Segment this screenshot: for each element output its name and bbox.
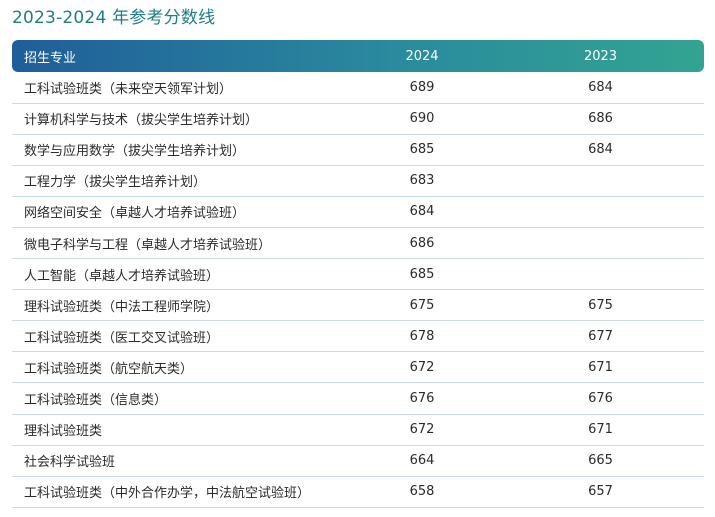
- score-2023-cell: 657: [497, 476, 704, 508]
- score-2024-cell: 685: [347, 134, 497, 166]
- major-cell: 理科试验班类（中法工程师学院）: [12, 289, 347, 322]
- table-row: 计算机科学与技术（拔尖学生培养计划） 690 686: [12, 103, 704, 135]
- score-2024-cell: 675: [347, 289, 497, 322]
- table-row: 工科试验班类（信息类） 676 676: [12, 382, 704, 415]
- score-2023-cell: [497, 196, 704, 228]
- table-row: 工科试验班类（医工交叉试验班） 678 677: [12, 320, 704, 353]
- table-row: 人工智能（卓越人才培养试验班） 685: [12, 258, 704, 291]
- major-cell: 工科试验班类（中外合作办学，中法航空试验班）: [12, 476, 347, 508]
- score-2024-cell: 658: [347, 476, 497, 508]
- score-2024-cell: 689: [347, 72, 497, 104]
- major-cell: 理科试验班类: [12, 414, 347, 446]
- table-header-row: 招生专业 2024 2023: [12, 40, 704, 72]
- score-2024-cell: 672: [347, 414, 497, 446]
- major-cell: 数学与应用数学（拔尖学生培养计划）: [12, 134, 347, 166]
- major-cell: 网络空间安全（卓越人才培养试验班）: [12, 196, 347, 228]
- score-2023-cell: 684: [497, 134, 704, 166]
- major-cell: 人工智能（卓越人才培养试验班）: [12, 258, 347, 291]
- major-cell: 工科试验班类（医工交叉试验班）: [12, 320, 347, 353]
- score-2023-cell: [497, 258, 704, 291]
- score-2023-cell: [497, 227, 704, 260]
- score-table: 招生专业 2024 2023 工科试验班类（未来空天领军计划） 689 684 计算机…: [12, 40, 704, 508]
- score-2024-cell: 676: [347, 382, 497, 415]
- score-2024-cell: 664: [347, 445, 497, 477]
- header-2023: 2023: [583, 48, 618, 64]
- table-row: 社会科学试验班 664 665: [12, 445, 704, 477]
- table-row: 网络空间安全（卓越人才培养试验班） 684: [12, 196, 704, 228]
- major-cell: 计算机科学与技术（拔尖学生培养计划）: [12, 103, 347, 135]
- score-2023-cell: 671: [497, 414, 704, 446]
- table-row: 理科试验班类（中法工程师学院） 675 675: [12, 289, 704, 322]
- table-row: 工科试验班类（未来空天领军计划） 689 684: [12, 72, 704, 104]
- score-2023-cell: 686: [497, 103, 704, 135]
- score-2024-cell: 686: [347, 227, 497, 260]
- table-row: 工程力学（拔尖学生培养计划） 683: [12, 165, 704, 197]
- major-cell: 工科试验班类（航空航天类）: [12, 351, 347, 384]
- table-row: 理科试验班类 672 671: [12, 414, 704, 446]
- table-row: 工科试验班类（中外合作办学，中法航空试验班） 658 657: [12, 476, 704, 508]
- table-row: 数学与应用数学（拔尖学生培养计划） 685 684: [12, 134, 704, 166]
- page-title: 2023-2024 年参考分数线: [12, 8, 216, 28]
- header-2024: 2024: [405, 48, 439, 64]
- score-2023-cell: [497, 165, 704, 197]
- score-2023-cell: 677: [497, 320, 704, 353]
- score-2023-cell: 675: [497, 289, 704, 322]
- score-2024-cell: 685: [347, 258, 497, 291]
- score-2023-cell: 665: [497, 445, 704, 477]
- major-cell: 社会科学试验班: [12, 445, 347, 477]
- score-2023-cell: 676: [497, 382, 704, 415]
- score-2023-cell: 671: [497, 351, 704, 384]
- score-2024-cell: 690: [347, 103, 497, 135]
- score-2024-cell: 678: [347, 320, 497, 353]
- header-major: 招生专业: [24, 50, 77, 66]
- score-2023-cell: 684: [497, 72, 704, 104]
- table-row: 工科试验班类（航空航天类） 672 671: [12, 351, 704, 384]
- table-row: 微电子科学与工程（卓越人才培养试验班） 686: [12, 227, 704, 260]
- major-cell: 工程力学（拔尖学生培养计划）: [12, 165, 347, 197]
- major-cell: 工科试验班类（未来空天领军计划）: [12, 72, 347, 104]
- major-cell: 工科试验班类（信息类）: [12, 382, 347, 415]
- score-2024-cell: 684: [347, 196, 497, 228]
- table-body: 工科试验班类（未来空天领军计划） 689 684 计算机科学与技术（拔尖学生培养计划）…: [12, 72, 704, 508]
- score-2024-cell: 672: [347, 351, 497, 384]
- score-2024-cell: 683: [347, 165, 497, 197]
- major-cell: 微电子科学与工程（卓越人才培养试验班）: [12, 227, 347, 260]
